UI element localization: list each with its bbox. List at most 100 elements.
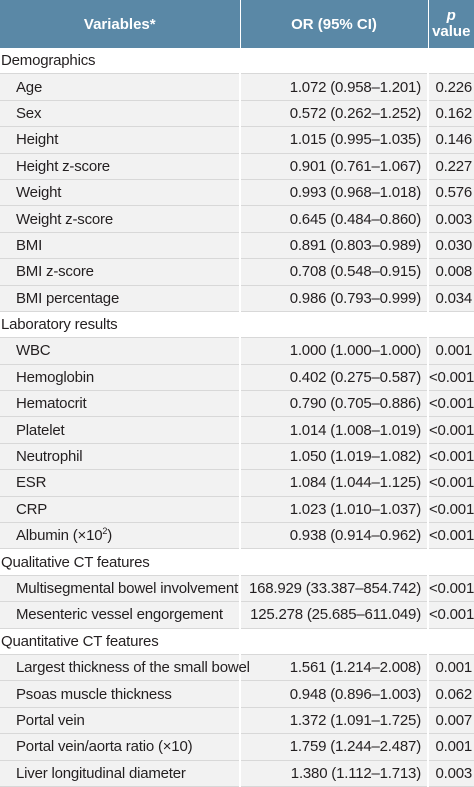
or-cell: 0.402 (0.275–0.587) [240,364,428,390]
p-value-cell: 0.226 [428,74,474,100]
variable-cell: BMI z-score [0,259,240,285]
p-value-cell: 0.001 [428,734,474,760]
or-cell: 1.050 (1.019–1.082) [240,443,428,469]
or-cell: 0.993 (0.968–1.018) [240,179,428,205]
or-cell: 1.072 (0.958–1.201) [240,74,428,100]
table-row: Albumin (×102)0.938 (0.914–0.962)<0.001 [0,523,474,549]
variable-cell: Weight [0,179,240,205]
variable-cell: Albumin (×102) [0,523,240,549]
variable-cell: WBC [0,338,240,364]
or-cell: 0.790 (0.705–0.886) [240,391,428,417]
variable-cell: Age [0,74,240,100]
header-value-label: value [432,23,470,40]
or-cell: 1.372 (1.091–1.725) [240,707,428,733]
p-value-cell: 0.007 [428,707,474,733]
variable-cell: Psoas muscle thickness [0,681,240,707]
variable-cell: Weight z-score [0,206,240,232]
variable-cell: Hematocrit [0,391,240,417]
or-cell: 0.948 (0.896–1.003) [240,681,428,707]
variable-cell: Portal vein [0,707,240,733]
or-cell: 0.708 (0.548–0.915) [240,259,428,285]
section-title: Demographics [0,48,474,74]
or-cell: 0.986 (0.793–0.999) [240,285,428,311]
variable-cell: Largest thickness of the small bowel [0,654,240,680]
p-value-cell: <0.001 [428,602,474,628]
or-cell: 0.572 (0.262–1.252) [240,100,428,126]
table-row: Portal vein/aorta ratio (×10)1.759 (1.24… [0,734,474,760]
or-cell: 1.015 (0.995–1.035) [240,127,428,153]
variable-cell: Platelet [0,417,240,443]
p-value-cell: <0.001 [428,443,474,469]
or-cell: 0.901 (0.761–1.067) [240,153,428,179]
variable-cell: Multisegmental bowel involvement [0,575,240,601]
p-value-cell: 0.008 [428,259,474,285]
p-value-cell: 0.227 [428,153,474,179]
section-row: Qualitative CT features [0,549,474,575]
or-cell: 1.759 (1.244–2.487) [240,734,428,760]
p-value-cell: <0.001 [428,417,474,443]
p-value-cell: 0.034 [428,285,474,311]
section-row: Demographics [0,48,474,74]
variable-cell: ESR [0,470,240,496]
variable-cell: Neutrophil [0,443,240,469]
p-value-cell: <0.001 [428,575,474,601]
variable-cell: Liver longitudinal diameter [0,760,240,786]
variable-cell: BMI [0,232,240,258]
header-p-value: p value [428,0,474,48]
p-value-cell: 0.003 [428,206,474,232]
p-value-cell: 0.001 [428,338,474,364]
header-variables: Variables* [0,0,240,48]
or-cell: 125.278 (25.685–611.049) [240,602,428,628]
p-value-cell: 0.001 [428,654,474,680]
variable-cell: Portal vein/aorta ratio (×10) [0,734,240,760]
section-row: Quantitative CT features [0,628,474,654]
p-value-cell: 0.030 [428,232,474,258]
section-row: Laboratory results [0,311,474,337]
or-cell: 0.645 (0.484–0.860) [240,206,428,232]
variable-cell: CRP [0,496,240,522]
or-cell: 1.014 (1.008–1.019) [240,417,428,443]
p-value-cell: 0.003 [428,760,474,786]
or-cell: 0.938 (0.914–0.962) [240,523,428,549]
p-value-cell: <0.001 [428,470,474,496]
p-value-cell: <0.001 [428,496,474,522]
section-title: Quantitative CT features [0,628,474,654]
or-cell: 1.000 (1.000–1.000) [240,338,428,364]
or-cell: 1.023 (1.010–1.037) [240,496,428,522]
p-value-cell: <0.001 [428,364,474,390]
header-or: OR (95% CI) [240,0,428,48]
or-cell: 1.084 (1.044–1.125) [240,470,428,496]
p-value-cell: 0.062 [428,681,474,707]
table-header: Variables* OR (95% CI) p value [0,0,474,48]
section-title: Qualitative CT features [0,549,474,575]
variable-cell: Sex [0,100,240,126]
variable-label: Albumin (×10 [16,527,102,544]
variable-label-suffix: ) [107,527,112,544]
or-cell: 168.929 (33.387–854.742) [240,575,428,601]
variable-cell: BMI percentage [0,285,240,311]
section-title: Laboratory results [0,311,474,337]
p-value-cell: 0.162 [428,100,474,126]
